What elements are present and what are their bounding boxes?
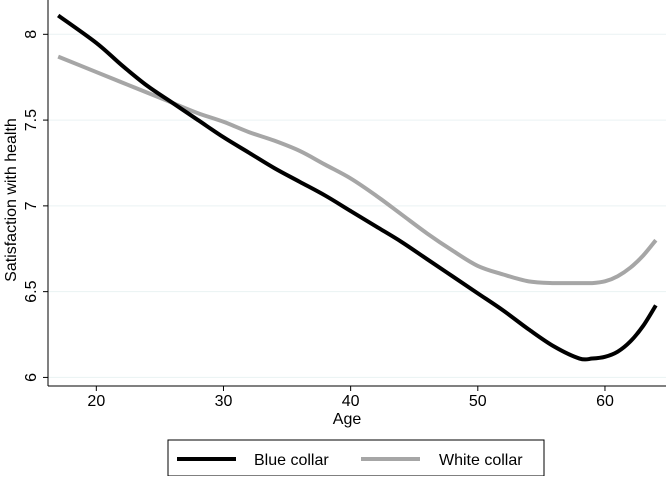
series-lines bbox=[57, 13, 658, 362]
y-tick-label-1: 6.5 bbox=[23, 280, 40, 302]
x-axis-label: Age bbox=[333, 411, 362, 428]
legend: Blue collar White collar bbox=[167, 439, 545, 477]
x-tick-label-2: 40 bbox=[342, 393, 360, 410]
legend-label-white-collar: White collar bbox=[439, 452, 523, 469]
x-tick-label-4: 60 bbox=[596, 393, 614, 410]
x-tick-label-3: 50 bbox=[469, 393, 487, 410]
y-tick-label-4: 8 bbox=[23, 30, 40, 39]
legend-label-blue-collar: Blue collar bbox=[254, 452, 329, 469]
y-tick-label-0: 6 bbox=[23, 373, 40, 382]
axes bbox=[43, 0, 666, 391]
y-axis-label: Satisfaction with health bbox=[3, 118, 20, 282]
tick-labels: 6 6.5 7 7.5 8 20 30 40 50 60 bbox=[23, 30, 614, 410]
y-tick-label-2: 7 bbox=[23, 201, 40, 210]
gridlines bbox=[48, 33, 666, 378]
x-tick-label-0: 20 bbox=[87, 393, 105, 410]
series-line-blue-collar bbox=[57, 13, 658, 362]
x-tick-label-1: 30 bbox=[215, 393, 233, 410]
y-tick-label-3: 7.5 bbox=[23, 109, 40, 131]
